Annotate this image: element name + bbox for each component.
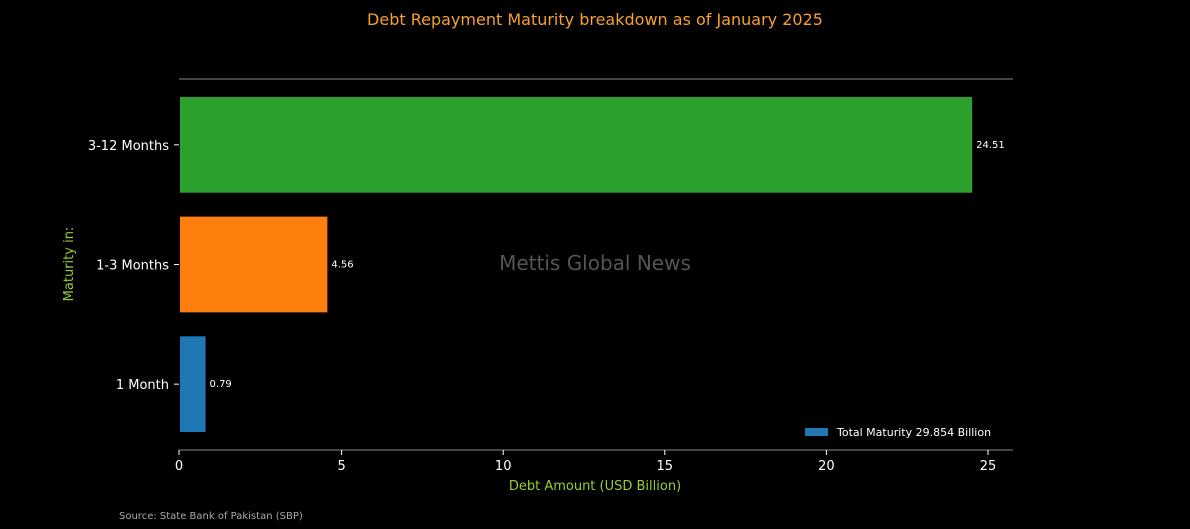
chart-title: Debt Repayment Maturity breakdown as of … [367,10,823,29]
bar-value-label: 24.51 [976,140,1005,151]
source-note: Source: State Bank of Pakistan (SBP) [119,511,303,522]
x-tick-label: 0 [175,459,183,474]
bar-value-label: 4.56 [331,260,353,271]
x-tick-label: 10 [495,459,512,474]
x-axis-label: Debt Amount (USD Billion) [509,479,681,494]
x-tick-label: 25 [980,459,997,474]
y-tick-label: 1-3 Months [96,259,169,274]
legend-swatch [805,428,828,436]
x-ticks: 0 5 10 15 20 25 [175,450,996,474]
y-tick-label: 3-12 Months [88,139,169,154]
watermark: Mettis Global News [499,251,691,275]
bar-3-12-months [180,96,973,193]
x-tick-label: 5 [337,459,345,474]
bars-layer: 0.79 4.56 24.51 [180,96,1005,433]
y-axis-label: Maturity in: [62,227,77,302]
y-tick-label: 1 Month [116,378,169,393]
x-tick-label: 15 [657,459,674,474]
bar-value-label: 0.79 [210,379,232,390]
bar-1-3-months [180,216,328,313]
x-tick-label: 20 [818,459,835,474]
y-ticks: 1 Month 1-3 Months 3-12 Months [88,139,179,393]
bar-1-month [180,336,206,433]
legend-label: Total Maturity 29.854 Billion [836,426,991,439]
